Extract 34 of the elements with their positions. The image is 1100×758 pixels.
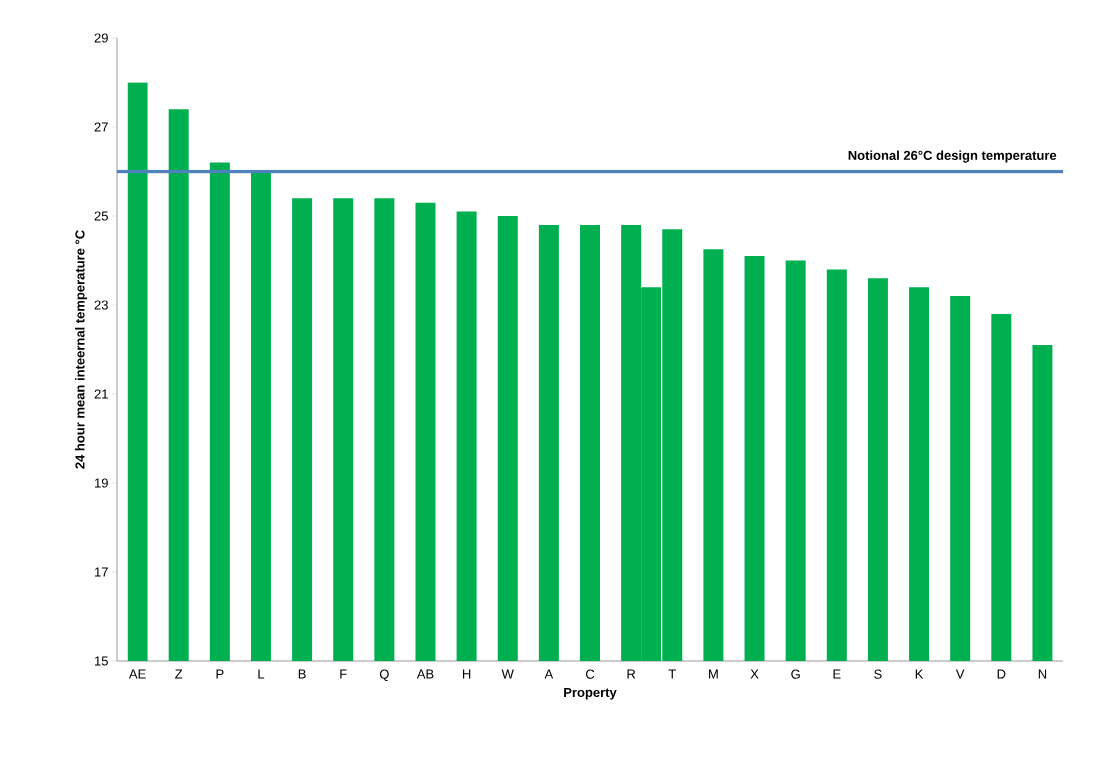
y-tick-label: 21 (94, 389, 108, 399)
x-tick-label: C (585, 669, 595, 679)
y-tick-label: 15 (95, 656, 108, 666)
x-tick-label: B (298, 669, 306, 679)
x-tick-label: M (709, 669, 718, 679)
x-tick-label: W (501, 669, 514, 679)
x-tick-label: AE (128, 669, 146, 679)
x-tick-label: F (340, 669, 347, 679)
x-tick-label: S (874, 669, 882, 679)
y-axis-title: 24 hour mean inteernal temperature °C (75, 230, 88, 469)
x-tick-label: K (915, 669, 924, 679)
x-tick-label: G (791, 669, 800, 679)
x-tick-label: P (216, 669, 224, 679)
x-tick-label: X (750, 669, 759, 679)
x-tick-label: D (997, 669, 1006, 679)
x-tick-label: N (1038, 669, 1047, 679)
x-tick-label: A (544, 669, 554, 679)
x-tick-label: Q (379, 669, 389, 682)
x-tick-label: Z (175, 669, 183, 679)
y-tick-label: 19 (95, 478, 108, 488)
y-tick-label: 27 (94, 122, 108, 132)
x-tick-label: H (462, 669, 471, 679)
y-tick-label: 17 (95, 567, 108, 577)
x-axis-title: Property (564, 687, 617, 700)
x-tick-label: T (668, 669, 676, 679)
x-tick-label: R (627, 669, 636, 679)
x-tick-label: L (258, 669, 265, 679)
y-tick-label: 25 (94, 211, 108, 221)
x-tick-label: E (833, 669, 841, 679)
x-tick-label: V (955, 669, 965, 679)
y-tick-label: 29 (94, 33, 108, 43)
ref-line-label: Notional 26°C design temperature (848, 150, 1057, 163)
x-tick-label: AB (416, 669, 434, 679)
y-tick-label: 23 (94, 300, 108, 310)
